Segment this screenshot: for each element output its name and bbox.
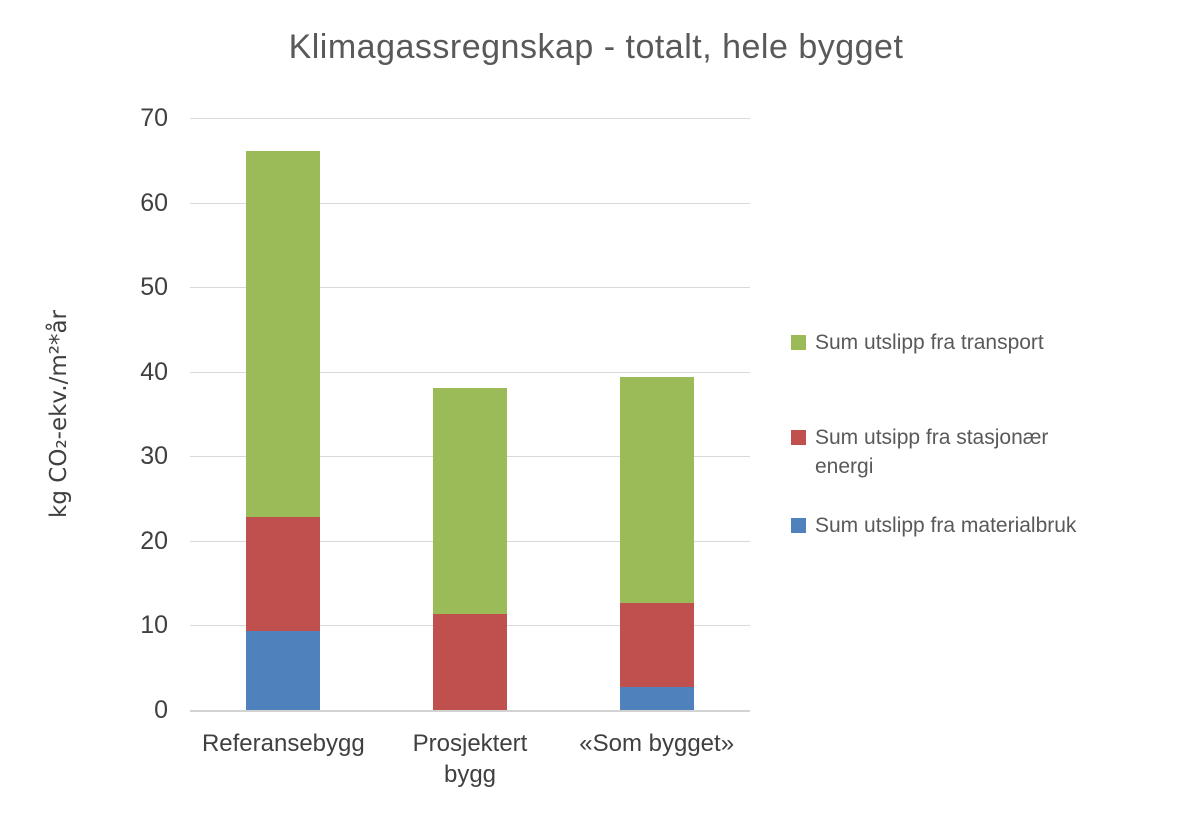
- legend-item: Sum utslipp fra transport: [791, 328, 1044, 357]
- x-axis-line: [190, 710, 750, 712]
- gridline: [190, 202, 750, 204]
- y-axis-title: kg CO₂-ekv./m²*år: [46, 310, 72, 518]
- y-tick-label: 30: [140, 442, 168, 471]
- bar-segment-cat0-series0: [246, 631, 321, 710]
- legend-item: Sum utsipp fra stasjonær energi: [791, 423, 1048, 481]
- y-axis-title-container: kg CO₂-ekv./m²*år: [38, 118, 80, 710]
- y-tick-label: 20: [140, 526, 168, 555]
- bar-segment-cat2-series2: [619, 376, 694, 604]
- bar-segment-cat1-series1: [433, 614, 507, 710]
- x-category-label: Referansebygg: [201, 730, 365, 757]
- legend-swatch-icon: [791, 335, 806, 350]
- plot-area: [190, 118, 750, 712]
- bar-segment-cat2-series1: [619, 603, 694, 688]
- x-category-label: «Som bygget»: [579, 730, 735, 757]
- bar-segment-cat0-series1: [246, 517, 321, 632]
- y-tick-label: 70: [140, 104, 168, 132]
- bar-segment-cat2-series0: [619, 687, 694, 710]
- chart-title: Klimagassregnskap - totalt, hele bygget: [288, 28, 904, 66]
- x-category-label: Prosjektert bygg: [412, 730, 528, 788]
- legend-swatch-icon: [791, 430, 806, 445]
- legend-item: Sum utslipp fra materialbruk: [791, 511, 1076, 540]
- legend-label: Sum utslipp fra transport: [815, 331, 1044, 354]
- gridline: [190, 371, 750, 373]
- gridline: [190, 118, 750, 119]
- y-tick-label: 0: [154, 696, 168, 724]
- bar-segment-cat0-series2: [246, 151, 321, 518]
- y-tick-label: 10: [140, 611, 168, 640]
- legend-label: Sum utslipp fra materialbruk: [815, 514, 1077, 537]
- legend-label: Sum utsipp fra stasjonær energi: [815, 426, 1049, 478]
- legend-swatch-icon: [791, 518, 806, 533]
- gridline: [190, 287, 750, 289]
- y-tick-label: 50: [140, 273, 168, 302]
- y-tick-label: 40: [140, 357, 168, 386]
- bar-segment-cat1-series2: [433, 387, 507, 615]
- y-tick-label: 60: [140, 188, 168, 217]
